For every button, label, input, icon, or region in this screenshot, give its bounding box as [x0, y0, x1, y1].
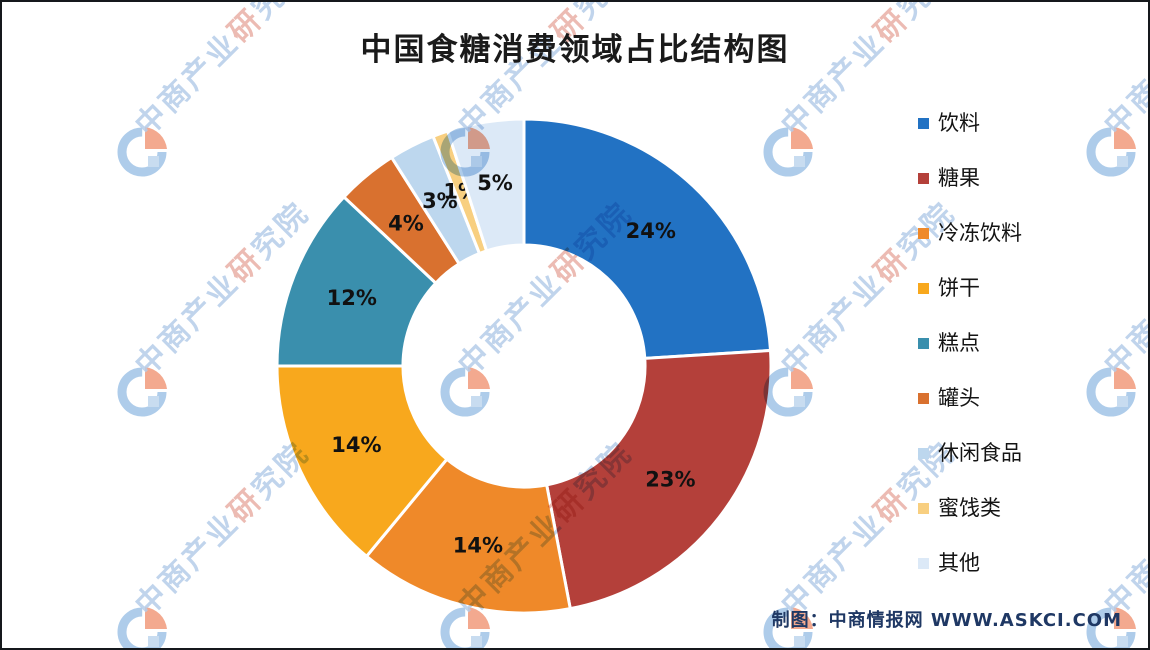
legend-marker-icon [918, 448, 929, 459]
slice-value-label: 23% [645, 468, 695, 492]
credit-line: 制图：中商情报网 WWW.ASKCI.COM [771, 610, 1122, 631]
donut-slice-糕点 [275, 194, 438, 368]
slice-value-label: 5% [477, 171, 513, 195]
legend-marker-icon [918, 283, 929, 294]
slice-value-label: 14% [453, 533, 503, 557]
donut-slice-糖果 [544, 348, 773, 611]
legend-label: 糕点 [938, 331, 980, 355]
donut-slice-冷冻饮料 [364, 457, 573, 615]
legend-item-冷冻饮料: 冷冻饮料 [918, 206, 1022, 261]
legend-label: 饮料 [938, 111, 980, 135]
legend-item-糖果: 糖果 [918, 151, 1022, 206]
legend-marker-icon [918, 393, 929, 404]
slice-value-label: 24% [626, 219, 676, 243]
legend-marker-icon [918, 173, 929, 184]
legend-marker-icon [918, 338, 929, 349]
legend-item-休闲食品: 休闲食品 [918, 426, 1022, 481]
legend-label: 罐头 [938, 386, 980, 410]
legend-marker-icon [918, 558, 929, 569]
legend-marker-icon [918, 503, 929, 514]
slice-value-label: 12% [327, 286, 377, 310]
legend-label: 冷冻饮料 [938, 221, 1022, 245]
slice-value-label: 3% [422, 189, 458, 213]
legend-item-饮料: 饮料 [918, 96, 1022, 151]
slice-value-label: 4% [388, 211, 424, 235]
legend-item-糕点: 糕点 [918, 316, 1022, 371]
slice-value-label: 14% [331, 433, 381, 457]
legend: 饮料糖果冷冻饮料饼干糕点罐头休闲食品蜜饯类其他 [918, 96, 1022, 591]
legend-marker-icon [918, 118, 929, 129]
legend-label: 休闲食品 [938, 441, 1022, 465]
legend-item-罐头: 罐头 [918, 371, 1022, 426]
legend-label: 饼干 [938, 276, 980, 300]
legend-label: 糖果 [938, 166, 980, 190]
donut-slice-饼干 [275, 364, 449, 559]
legend-label: 蜜饯类 [938, 496, 1001, 520]
legend-item-其他: 其他 [918, 536, 1022, 591]
chart-title: 中国食糖消费领域占比结构图 [360, 32, 790, 68]
legend-item-饼干: 饼干 [918, 261, 1022, 316]
donut-slice-饮料 [522, 117, 773, 360]
legend-marker-icon [918, 228, 929, 239]
legend-item-蜜饯类: 蜜饯类 [918, 481, 1022, 536]
legend-label: 其他 [938, 551, 980, 575]
